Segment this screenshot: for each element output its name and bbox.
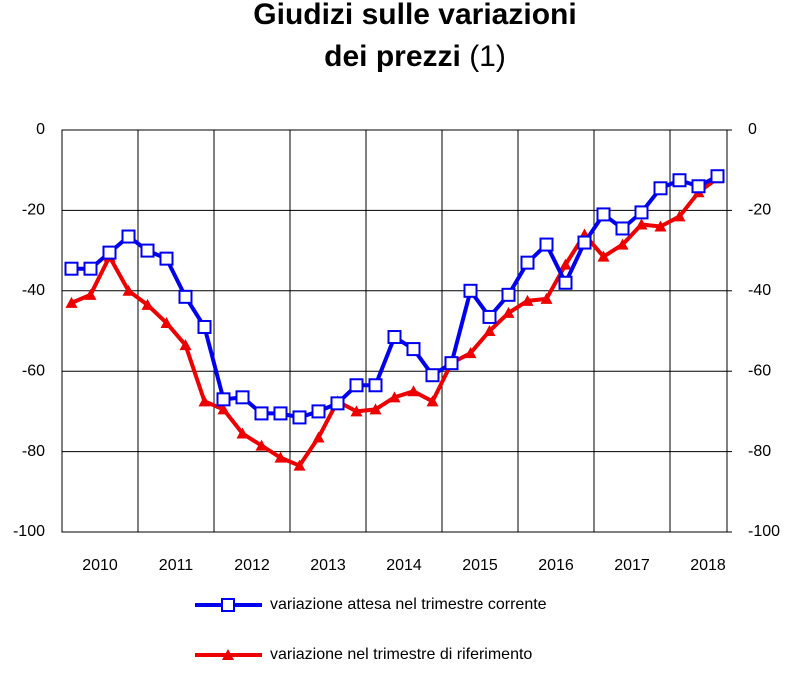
marker xyxy=(635,218,648,230)
marker xyxy=(577,235,592,250)
y2-tick-label: -40 xyxy=(748,282,771,299)
marker xyxy=(330,396,345,411)
marker xyxy=(426,395,439,407)
marker xyxy=(312,431,325,443)
legend-label: variazione attesa nel trimestre corrente xyxy=(270,596,547,613)
x-tick-label: 2018 xyxy=(690,557,726,574)
marker xyxy=(350,405,363,417)
marker xyxy=(159,251,174,266)
marker xyxy=(597,250,610,262)
marker xyxy=(121,229,136,244)
y-tick-label: -100 xyxy=(13,523,45,540)
marker xyxy=(407,385,420,397)
x-tick-label: 2017 xyxy=(614,557,650,574)
marker xyxy=(558,275,573,290)
marker xyxy=(406,342,421,357)
marker xyxy=(388,391,401,403)
marker xyxy=(653,181,668,196)
marker xyxy=(425,368,440,383)
x-tick-label: 2014 xyxy=(386,557,422,574)
marker xyxy=(672,173,687,188)
y-tick-label: -20 xyxy=(22,202,45,219)
marker xyxy=(198,395,211,407)
legend-marker xyxy=(221,598,235,612)
marker xyxy=(84,288,97,300)
plot-frame xyxy=(61,129,728,533)
marker xyxy=(293,459,306,471)
marker xyxy=(387,330,402,345)
marker xyxy=(654,220,667,232)
x-tick-label: 2013 xyxy=(310,557,346,574)
y2-tick-label: -60 xyxy=(748,362,771,379)
chart-title: dei prezzi xyxy=(324,40,461,73)
marker xyxy=(616,238,629,250)
marker xyxy=(255,439,268,451)
marker xyxy=(673,210,686,222)
marker xyxy=(122,284,135,296)
marker xyxy=(539,237,554,252)
marker xyxy=(179,339,192,351)
chart-title: Giudizi sulle variazioni xyxy=(253,0,576,31)
marker xyxy=(216,392,231,407)
marker xyxy=(160,316,173,328)
y-tick-label: -60 xyxy=(22,362,45,379)
marker xyxy=(217,403,230,415)
marker xyxy=(501,287,516,302)
marker xyxy=(311,404,326,419)
marker xyxy=(521,294,534,306)
marker xyxy=(83,261,98,276)
legend-label: variazione nel trimestre di riferimento xyxy=(270,646,532,663)
marker xyxy=(540,292,553,304)
y2-tick-label: 0 xyxy=(748,121,757,138)
x-tick-label: 2010 xyxy=(82,557,118,574)
marker xyxy=(197,319,212,334)
marker xyxy=(64,261,79,276)
marker xyxy=(140,243,155,258)
marker xyxy=(274,451,287,463)
marker xyxy=(691,179,706,194)
marker xyxy=(349,378,364,393)
marker xyxy=(483,325,496,336)
x-tick-label: 2011 xyxy=(159,557,194,574)
marker xyxy=(273,406,288,421)
y-tick-label: -80 xyxy=(22,443,45,460)
marker xyxy=(634,205,649,220)
marker xyxy=(464,347,477,359)
marker xyxy=(254,406,269,421)
marker xyxy=(368,378,383,393)
x-tick-label: 2015 xyxy=(462,557,498,574)
chart-title: dei prezzi (1) xyxy=(324,40,506,73)
marker xyxy=(236,427,249,439)
marker xyxy=(502,306,515,318)
marker xyxy=(615,221,630,236)
y2-tick-label: -100 xyxy=(748,523,780,540)
y-tick-label: 0 xyxy=(36,121,45,138)
marker xyxy=(444,356,459,371)
y-tick-label: -40 xyxy=(22,282,45,299)
marker xyxy=(463,283,478,298)
marker xyxy=(369,403,382,415)
legend-marker xyxy=(222,649,234,660)
marker xyxy=(102,245,117,260)
series-line xyxy=(71,174,719,420)
title-note: (1) xyxy=(469,40,506,73)
marker xyxy=(710,169,725,184)
marker xyxy=(596,207,611,222)
marker xyxy=(141,298,154,310)
marker xyxy=(482,309,497,324)
marker xyxy=(178,289,193,304)
marker xyxy=(292,410,307,425)
x-tick-label: 2012 xyxy=(234,557,270,574)
marker xyxy=(559,258,572,270)
marker xyxy=(65,296,78,308)
x-tick-label: 2016 xyxy=(538,557,574,574)
marker xyxy=(520,255,535,270)
y2-tick-label: -20 xyxy=(748,202,771,219)
marker xyxy=(235,390,250,405)
y2-tick-label: -80 xyxy=(748,443,771,460)
